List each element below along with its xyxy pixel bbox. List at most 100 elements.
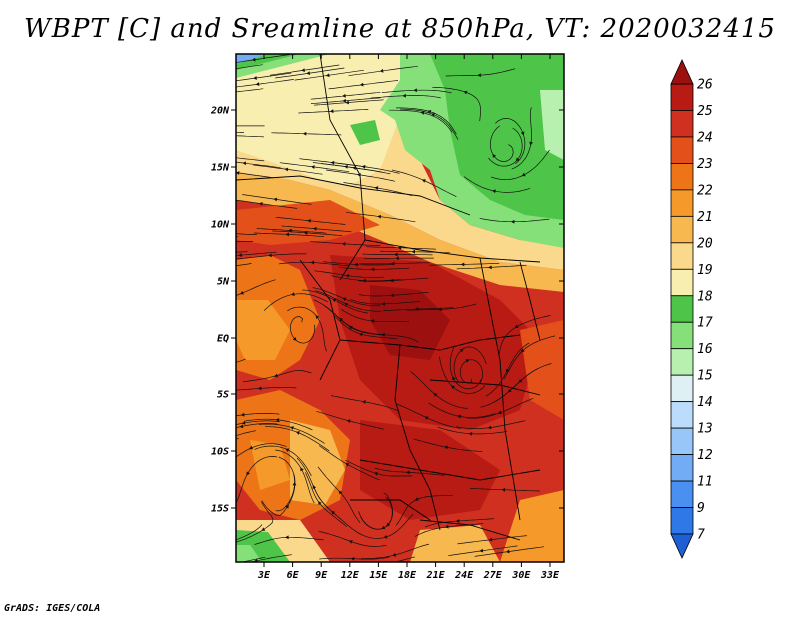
- colorbar-label: 26: [697, 78, 713, 93]
- streamline-arrow: [338, 490, 343, 495]
- streamline-arrow: [424, 416, 429, 420]
- wbpt-region: [430, 54, 564, 220]
- streamline-arrow: [374, 472, 378, 476]
- streamline-arrow: [392, 552, 397, 557]
- lat-tick-label: 20N: [210, 106, 230, 117]
- country-border: [339, 334, 521, 351]
- streamline-arrow: [518, 378, 523, 383]
- streamline: [236, 240, 253, 242]
- streamline-arrow: [285, 232, 290, 237]
- streamline-arrow: [520, 131, 525, 136]
- streamline-arrow: [345, 100, 349, 105]
- streamline-arrow: [346, 419, 351, 423]
- colorbar-segment: [670, 189, 694, 217]
- streamline-arrow: [345, 273, 350, 278]
- streamline-arrow: [275, 418, 280, 422]
- country-border: [299, 259, 341, 381]
- streamline-arrow: [479, 548, 484, 553]
- streamline: [432, 86, 481, 122]
- streamline: [236, 88, 264, 93]
- streamline: [319, 445, 381, 481]
- lat-tick-label: 5S: [217, 390, 229, 401]
- streamline-arrow: [501, 487, 506, 492]
- streamline-arrow: [390, 293, 394, 298]
- streamline-arrow: [383, 534, 388, 539]
- streamline-arrow: [463, 90, 468, 95]
- colorbar-label: 17: [697, 316, 713, 331]
- colorbar-label: 22: [697, 183, 713, 198]
- streamline-arrow: [239, 424, 244, 429]
- streamline: [258, 423, 325, 444]
- streamline-arrow: [431, 113, 436, 117]
- streamline: [389, 109, 453, 133]
- streamline: [281, 225, 352, 233]
- streamline-arrow: [300, 467, 304, 472]
- streamline: [290, 316, 316, 344]
- streamline: [331, 395, 400, 412]
- streamline: [400, 108, 459, 140]
- streamline-arrow: [342, 297, 347, 302]
- streamline-arrow: [251, 57, 256, 62]
- country-border: [429, 379, 541, 396]
- streamline-arrow: [268, 253, 272, 258]
- streamline-arrow: [307, 218, 311, 223]
- streamline: [396, 107, 457, 135]
- streamline-arrow: [386, 522, 391, 527]
- streamline-arrow: [342, 93, 346, 98]
- lon-tick-label: 18E: [398, 570, 417, 581]
- streamline-arrow: [421, 179, 426, 183]
- colorbar-segment: [670, 242, 694, 270]
- streamline: [456, 264, 527, 270]
- streamline-arrow: [255, 82, 260, 86]
- streamline-arrow: [359, 82, 364, 87]
- country-border: [350, 499, 431, 521]
- streamline-arrow: [389, 278, 394, 283]
- lon-tick-label: 21E: [426, 570, 446, 581]
- streamline: [269, 64, 340, 76]
- wbpt-region: [236, 545, 262, 562]
- lon-tick-label: 12E: [341, 570, 360, 581]
- colorbar-label: 7: [697, 528, 705, 543]
- streamline-arrow: [420, 111, 425, 115]
- colorbar-segment: [670, 454, 694, 482]
- colorbar-segment: [670, 295, 694, 323]
- colorbar-segment: [670, 427, 694, 455]
- streamline-arrow: [492, 189, 496, 194]
- wbpt-region: [236, 54, 420, 185]
- streamline-arrow: [460, 262, 465, 267]
- lat-tick-label: 15S: [211, 504, 229, 515]
- streamline: [236, 387, 297, 391]
- streamline-arrow: [290, 426, 294, 430]
- colorbar-label: 15: [697, 369, 713, 384]
- streamline-arrow: [395, 256, 399, 261]
- colorbar-label: 24: [697, 130, 713, 145]
- streamline-arrow: [258, 201, 263, 206]
- streamline-arrow: [390, 261, 395, 266]
- streamline: [261, 474, 296, 516]
- wbpt-region: [236, 300, 290, 360]
- streamline: [498, 314, 551, 355]
- wbpt-region: [250, 440, 290, 490]
- streamline: [253, 232, 324, 237]
- streamline-arrow: [331, 510, 336, 515]
- streamline-arrow: [246, 471, 250, 476]
- streamline-arrow: [381, 332, 385, 337]
- streamline-arrow: [457, 414, 462, 419]
- streamline-arrow: [452, 376, 456, 381]
- streamline-arrow: [505, 549, 510, 554]
- streamline: [345, 459, 413, 477]
- streamline-arrow: [302, 131, 307, 136]
- colorbar-segment: [670, 110, 694, 138]
- streamline-arrow: [497, 410, 502, 415]
- streamline-arrow: [341, 241, 346, 246]
- country-border: [236, 175, 471, 216]
- streamline-arrow: [273, 197, 278, 202]
- colorbar-segment: [670, 401, 694, 429]
- colorbar-label: 14: [697, 395, 713, 410]
- grads-credit: GrADS: IGES/COLA: [4, 603, 101, 614]
- streamline-arrow: [444, 524, 449, 529]
- streamline-arrow: [488, 537, 493, 542]
- streamline: [360, 543, 430, 559]
- streamline-arrow: [253, 558, 258, 562]
